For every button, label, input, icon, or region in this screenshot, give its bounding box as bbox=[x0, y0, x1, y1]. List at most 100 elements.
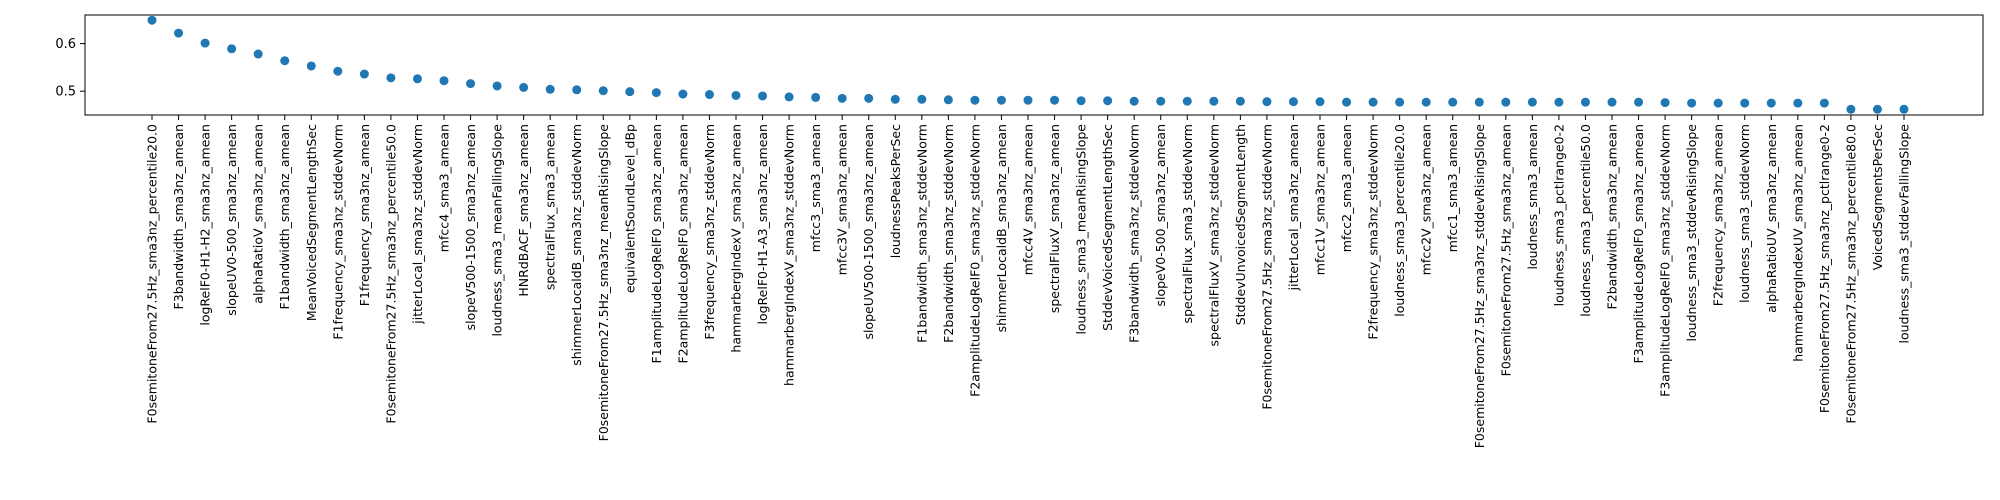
x-tick-label: F3bandwidth_sma3nz_stddevNorm bbox=[1127, 124, 1142, 343]
data-point bbox=[1527, 97, 1537, 107]
x-tick-label: spectralFlux_sma3_stddevNorm bbox=[1180, 124, 1195, 323]
data-point bbox=[1660, 98, 1670, 108]
data-point bbox=[545, 84, 555, 94]
data-point bbox=[1342, 97, 1352, 107]
x-tick-label: hammarbergIndexV_sma3nz_amean bbox=[729, 124, 744, 353]
data-point bbox=[1846, 104, 1856, 114]
x-tick-label: logRelF0-H1-A3_sma3nz_amean bbox=[755, 124, 770, 324]
x-tick-label: F2frequency_sma3nz_amean bbox=[1711, 124, 1726, 306]
data-point bbox=[174, 28, 184, 38]
data-point bbox=[572, 85, 582, 95]
data-point bbox=[359, 69, 369, 79]
x-tick-label: mfcc2_sma3_amean bbox=[1339, 124, 1354, 252]
x-tick-label: F0semitoneFrom27.5Hz_sma3nz_pctlrange0-2 bbox=[1817, 124, 1832, 413]
data-point bbox=[651, 88, 661, 98]
data-point bbox=[466, 79, 476, 89]
data-point bbox=[1050, 95, 1060, 105]
data-point bbox=[1129, 96, 1139, 106]
data-point bbox=[519, 82, 529, 92]
data-point bbox=[1554, 97, 1564, 107]
x-tick-label: alphaRatioUV_sma3nz_amean bbox=[1764, 124, 1779, 313]
data-point bbox=[1872, 104, 1882, 114]
data-point bbox=[1448, 97, 1458, 107]
x-tick-label: mfcc1V_sma3nz_amean bbox=[1313, 124, 1328, 275]
data-point bbox=[598, 86, 608, 96]
data-point bbox=[678, 89, 688, 99]
x-tick-label: F0semitoneFrom27.5Hz_sma3nz_percentile50… bbox=[383, 124, 398, 424]
x-tick-label: slopeUV500-1500_sma3nz_amean bbox=[861, 124, 876, 340]
data-point bbox=[1819, 98, 1829, 108]
data-point bbox=[1899, 104, 1909, 114]
data-point bbox=[731, 90, 741, 100]
data-point bbox=[1687, 98, 1697, 108]
x-tick-label: alphaRatioV_sma3nz_amean bbox=[251, 124, 266, 304]
data-point bbox=[1793, 98, 1803, 108]
data-point bbox=[1076, 96, 1086, 106]
x-tick-label: F1bandwidth_sma3nz_stddevNorm bbox=[914, 124, 929, 343]
x-tick-label: F0semitoneFrom27.5Hz_sma3nz_percentile20… bbox=[145, 124, 160, 424]
data-point bbox=[1607, 97, 1617, 107]
data-point bbox=[917, 94, 927, 104]
data-point bbox=[333, 66, 343, 76]
x-tick-label: F2amplitudeLogRelF0_sma3nz_amean bbox=[675, 124, 690, 363]
data-point bbox=[439, 76, 449, 86]
x-tick-label: loudness_sma3_percentile20.0 bbox=[1392, 124, 1407, 317]
data-point bbox=[1103, 96, 1113, 106]
x-tick-label: StddevUnvoicedSegmentLength bbox=[1233, 124, 1248, 325]
y-axis: 0.5 0.6 bbox=[55, 37, 85, 100]
data-point bbox=[280, 56, 290, 66]
x-tick-label: loudness_sma3_pctlrange0-2 bbox=[1551, 124, 1566, 306]
data-point bbox=[1368, 97, 1378, 107]
data-point bbox=[890, 94, 900, 104]
x-tick-label: logRelF0-H1-H2_sma3nz_amean bbox=[198, 124, 213, 326]
data-point bbox=[147, 15, 157, 25]
x-tick-label: spectralFluxV_sma3nz_amean bbox=[1047, 124, 1062, 313]
y-tick-label: 0.5 bbox=[55, 85, 76, 100]
x-tick-label: F1amplitudeLogRelF0_sma3nz_amean bbox=[649, 124, 664, 363]
x-tick-label: F2bandwidth_sma3nz_stddevNorm bbox=[941, 124, 956, 343]
data-point bbox=[837, 93, 847, 103]
x-tick-label: mfcc3_sma3_amean bbox=[808, 124, 823, 252]
data-point bbox=[1156, 96, 1166, 106]
data-point bbox=[412, 74, 422, 84]
data-point bbox=[784, 92, 794, 102]
x-tick-label: slopeV500-1500_sma3nz_amean bbox=[463, 124, 478, 330]
x-tick-label: F0semitoneFrom27.5Hz_sma3nz_meanRisingSl… bbox=[596, 124, 611, 442]
data-point bbox=[1395, 97, 1405, 107]
x-tick-label: F1frequency_sma3nz_amean bbox=[357, 124, 372, 306]
x-tick-label: F2amplitudeLogRelF0_sma3nz_stddevNorm bbox=[967, 124, 982, 397]
x-tick-label: loudness_sma3_stddevFallingSlope bbox=[1897, 124, 1912, 344]
data-point bbox=[200, 38, 210, 48]
data-point bbox=[386, 73, 396, 83]
y-tick-label: 0.6 bbox=[55, 37, 76, 52]
data-point bbox=[1580, 97, 1590, 107]
x-tick-label: F0semitoneFrom27.5Hz_sma3nz_stddevRising… bbox=[1472, 124, 1487, 449]
x-tick-label: F1frequency_sma3nz_stddevNorm bbox=[330, 124, 345, 340]
data-point bbox=[1315, 97, 1325, 107]
x-tick-label: loudness_sma3_stddevRisingSlope bbox=[1684, 124, 1699, 342]
x-tick-label: loudness_sma3_meanRisingSlope bbox=[1074, 124, 1089, 335]
data-point bbox=[811, 92, 821, 102]
x-tick-label: loudness_sma3_amean bbox=[1525, 124, 1540, 270]
x-tick-label: mfcc2V_sma3nz_amean bbox=[1419, 124, 1434, 275]
data-point bbox=[227, 44, 237, 54]
x-tick-label: HNRdBACF_sma3nz_amean bbox=[516, 124, 531, 297]
x-tick-label: equivalentSoundLevel_dBp bbox=[622, 124, 637, 293]
x-tick-label: F1bandwidth_sma3nz_amean bbox=[277, 124, 292, 309]
x-tick-label: shimmerLocaldB_sma3nz_stddevNorm bbox=[569, 124, 584, 366]
x-tick-label: slopeV0-500_sma3nz_amean bbox=[1153, 124, 1168, 307]
data-point bbox=[943, 95, 953, 105]
plot-area-frame bbox=[84, 14, 1984, 116]
data-point bbox=[970, 95, 980, 105]
x-tick-label: loudness_sma3_stddevNorm bbox=[1737, 124, 1752, 303]
data-point bbox=[1713, 98, 1723, 108]
x-tick-label: F2frequency_sma3nz_stddevNorm bbox=[1366, 124, 1381, 340]
data-point bbox=[1023, 95, 1033, 105]
data-point bbox=[1182, 96, 1192, 106]
data-point bbox=[1288, 97, 1298, 107]
data-point bbox=[1501, 97, 1511, 107]
x-tick-label: F3amplitudeLogRelF0_sma3nz_stddevNorm bbox=[1658, 124, 1673, 397]
x-tick-label: hammarbergIndexUV_sma3nz_amean bbox=[1790, 124, 1805, 362]
x-tick-label: loudness_sma3_meanFallingSlope bbox=[490, 124, 505, 337]
